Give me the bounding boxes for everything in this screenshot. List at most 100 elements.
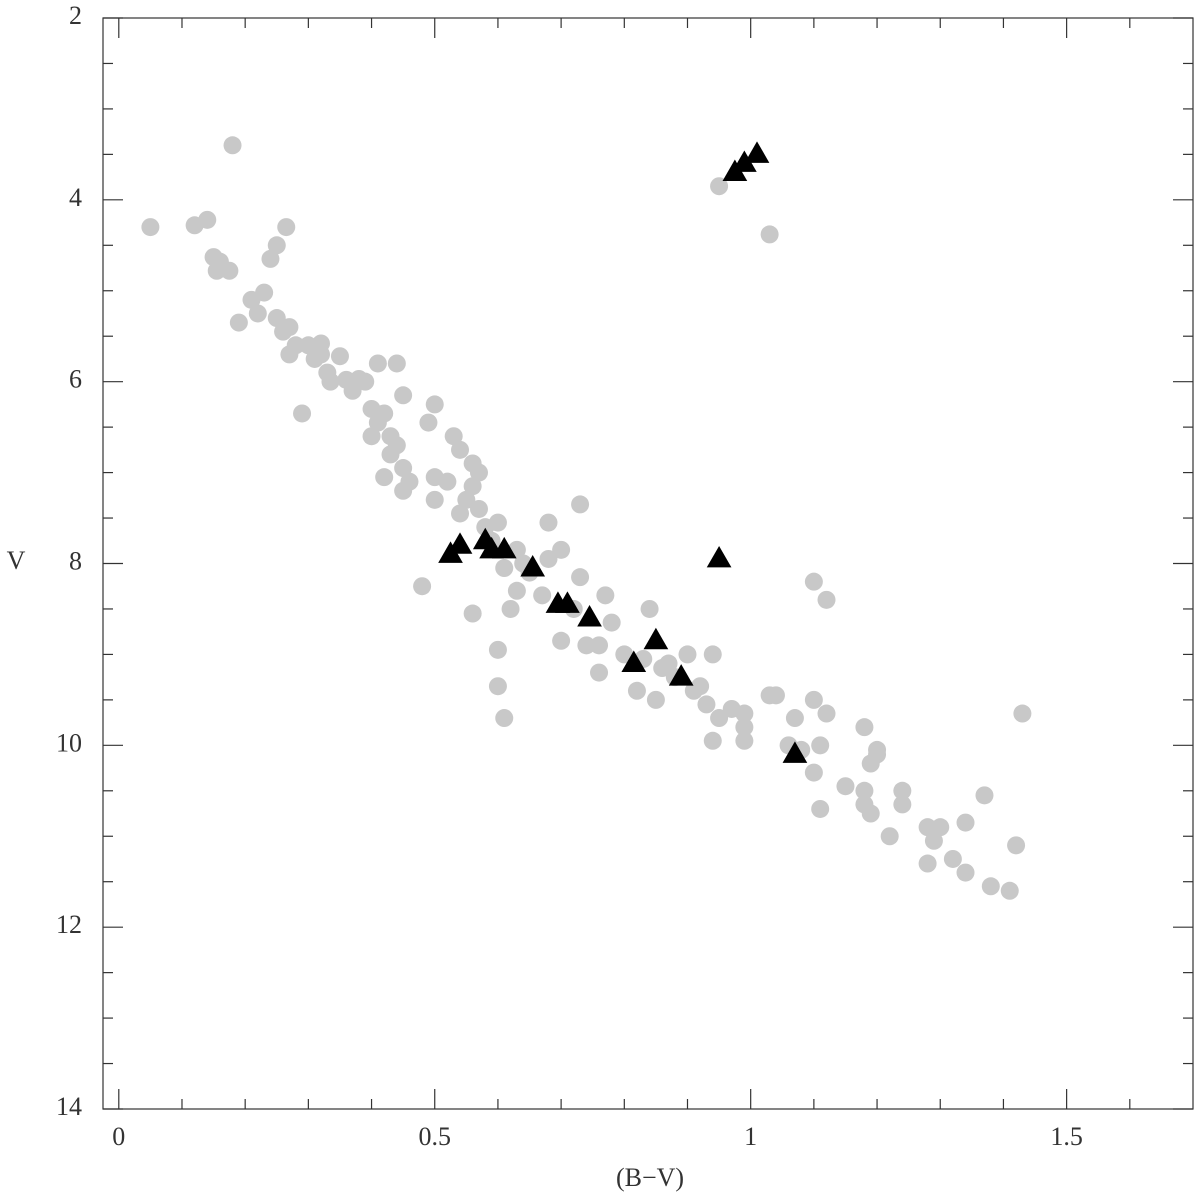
circle-point xyxy=(596,586,615,605)
circle-point xyxy=(760,225,779,244)
circle-point xyxy=(918,818,937,837)
circle-point xyxy=(697,695,716,714)
circle-point xyxy=(703,731,722,750)
circle-point xyxy=(368,354,387,373)
circle-point xyxy=(817,590,836,609)
circle-point xyxy=(375,468,394,487)
circle-point xyxy=(811,799,830,818)
circle-point xyxy=(1000,881,1019,900)
circle-point xyxy=(931,818,950,837)
triangle-point xyxy=(555,591,580,613)
circle-point xyxy=(893,781,912,800)
circle-point xyxy=(924,831,943,850)
circle-point xyxy=(836,777,855,796)
circle-point xyxy=(207,261,226,280)
circle-point xyxy=(438,472,457,491)
circle-point xyxy=(444,427,463,446)
circle-point xyxy=(590,663,609,682)
circle-point xyxy=(312,345,330,364)
circle-point xyxy=(248,304,267,323)
circle-point xyxy=(577,636,596,655)
triangle-point xyxy=(722,159,748,182)
circle-point xyxy=(893,795,912,814)
circle-point xyxy=(943,849,962,868)
circle-point xyxy=(552,631,571,650)
x-tick-label: 1 xyxy=(744,1122,757,1151)
y-tick-label: 10 xyxy=(56,728,82,757)
y-tick-label: 6 xyxy=(69,365,82,394)
circle-point xyxy=(229,313,248,332)
circle-point xyxy=(198,210,217,229)
circle-point xyxy=(855,718,874,737)
circle-point xyxy=(766,686,785,705)
circle-point xyxy=(880,827,899,846)
circle-point xyxy=(330,347,349,366)
circle-point xyxy=(804,572,823,591)
circle-point xyxy=(627,681,646,700)
circle-point xyxy=(975,786,994,805)
circle-point xyxy=(463,604,482,623)
circle-point xyxy=(400,472,419,491)
circle-point xyxy=(488,513,507,532)
circle-point xyxy=(710,709,729,728)
circle-point xyxy=(469,463,488,482)
triangle-point xyxy=(643,627,669,650)
circle-point xyxy=(255,283,274,302)
circle-point xyxy=(956,863,975,882)
triangle-point xyxy=(744,141,770,163)
circle-point xyxy=(1007,836,1026,855)
triangle-point xyxy=(706,545,732,568)
x-tick-label: 1.5 xyxy=(1050,1122,1083,1151)
circle-point xyxy=(981,877,1000,896)
circle-point xyxy=(451,504,470,523)
y-tick-label: 4 xyxy=(69,183,82,212)
triangle-point xyxy=(782,741,808,763)
circle-point xyxy=(539,549,558,568)
circle-point xyxy=(552,540,571,559)
plot-frame xyxy=(102,17,1194,1110)
circle-point xyxy=(710,177,729,196)
circle-point xyxy=(571,495,590,514)
circle-point xyxy=(425,395,444,414)
triangle-point xyxy=(520,555,546,577)
circle-point xyxy=(387,354,406,373)
circle-point xyxy=(678,645,697,664)
circle-point xyxy=(267,236,286,255)
circle-point xyxy=(394,459,413,478)
y-tick-label: 14 xyxy=(56,1092,82,1121)
circle-point xyxy=(811,736,830,755)
circle-point xyxy=(956,813,975,832)
circle-point xyxy=(615,645,634,664)
circle-point xyxy=(280,318,299,337)
circle-point xyxy=(488,640,507,659)
circle-point xyxy=(267,309,286,328)
circle-point xyxy=(861,804,880,823)
y-tick-label: 2 xyxy=(69,1,82,30)
circle-point xyxy=(868,745,887,764)
circle-point xyxy=(495,559,514,578)
circle-point xyxy=(646,690,665,709)
circle-point xyxy=(691,677,710,696)
circle-point xyxy=(703,645,722,664)
circle-point xyxy=(362,427,381,446)
x-tick-label: 0.5 xyxy=(418,1122,451,1151)
y-axis-label: V xyxy=(7,546,26,575)
circle-point xyxy=(640,599,659,618)
circle-point xyxy=(602,613,621,632)
circle-point xyxy=(261,249,280,268)
circle-point xyxy=(659,654,678,673)
circle-point xyxy=(735,704,754,723)
circle-point xyxy=(457,490,476,509)
circle-point xyxy=(495,709,514,728)
x-tick-label: 0 xyxy=(112,1122,125,1151)
circle-point xyxy=(533,586,552,605)
circle-point xyxy=(375,404,394,423)
circle-point xyxy=(735,731,754,750)
circle-point xyxy=(501,599,520,618)
circle-point xyxy=(419,413,438,432)
y-tick-label: 12 xyxy=(56,910,82,939)
circle-point xyxy=(394,386,413,405)
circle-point xyxy=(413,577,432,596)
circle-point xyxy=(293,404,312,423)
triangle-point xyxy=(491,536,517,559)
